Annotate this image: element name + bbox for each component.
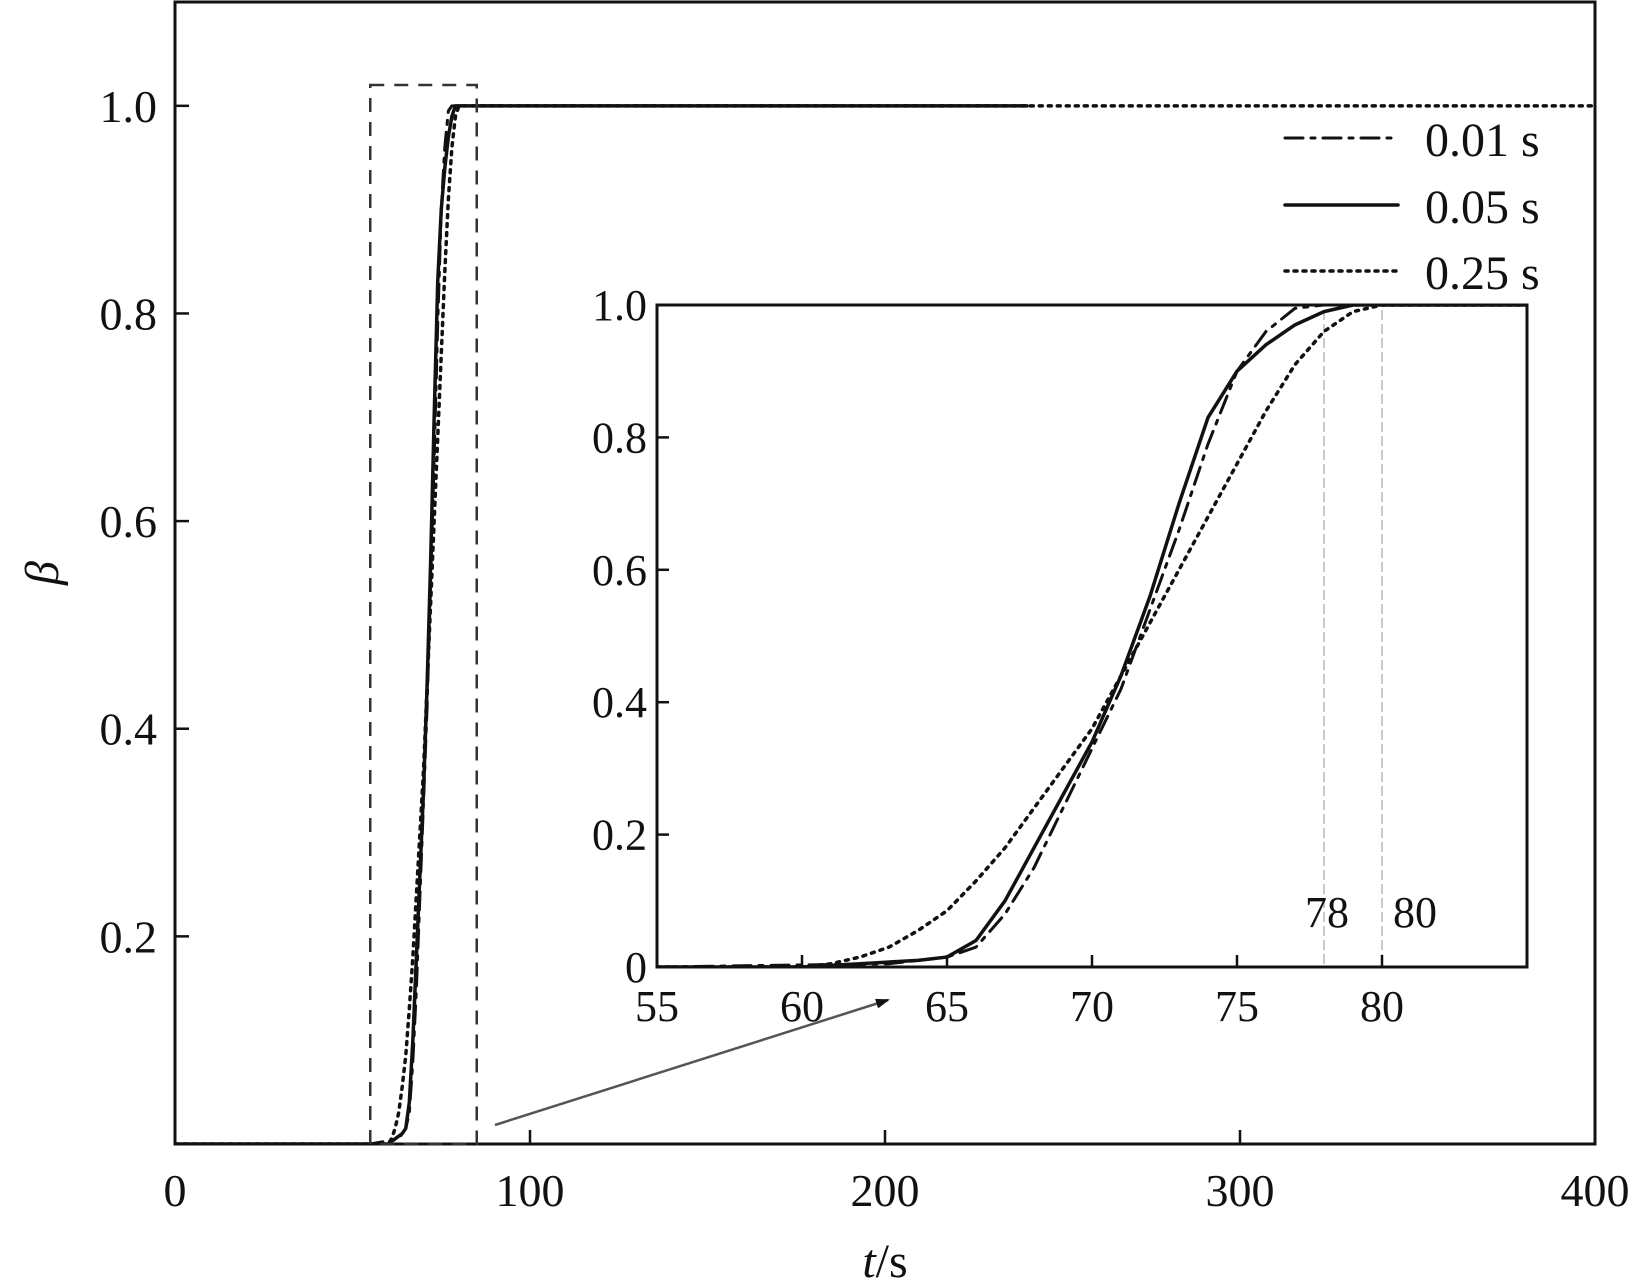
inset-y-ticks: 0 0.2 0.4 0.6 0.8 1.0 xyxy=(592,281,669,992)
main-y-tick-label: 0.2 xyxy=(100,911,158,962)
inset-x-tick-label: 75 xyxy=(1215,982,1259,1031)
legend: 0.01 s 0.05 s 0.25 s xyxy=(1283,114,1540,300)
inset-series-line xyxy=(657,305,1527,967)
inset-annotations: 78 80 xyxy=(1305,310,1437,967)
inset-plot-frame xyxy=(655,303,1529,969)
inset-series xyxy=(657,305,1527,967)
inset-y-tick-label: 0.2 xyxy=(592,811,647,860)
inset-x-tick-label: 65 xyxy=(925,982,969,1031)
main-plot: 0 100 200 300 400 0.2 0.4 0.6 0.8 1.0 β t/s 0.01… xyxy=(16,0,1630,1285)
inset-x-tick-label: 55 xyxy=(635,982,679,1031)
main-x-tick-label: 200 xyxy=(851,1165,920,1216)
main-y-tick-label: 0.4 xyxy=(100,704,158,755)
inset-y-tick-label: 0 xyxy=(625,943,647,992)
inset-x-ticks: 55 60 65 70 75 80 xyxy=(635,955,1404,1031)
x-axis-label: t/s xyxy=(862,1235,907,1285)
legend-label: 0.25 s xyxy=(1425,247,1540,300)
main-series-line xyxy=(175,104,1595,1144)
legend-label: 0.01 s xyxy=(1425,114,1540,167)
inset-x-tick-label: 80 xyxy=(1360,982,1404,1031)
inset-series-line xyxy=(657,305,1527,967)
main-x-tick-label: 100 xyxy=(496,1165,565,1216)
y-axis-label: β xyxy=(16,561,69,586)
main-series-line xyxy=(175,104,1029,1144)
inset-y-tick-label: 0.4 xyxy=(592,678,647,727)
inset-annotation-label: 80 xyxy=(1393,888,1437,937)
inset-y-tick-label: 0.8 xyxy=(592,413,647,462)
zoom-region-box xyxy=(369,83,478,1146)
inset-x-tick-label: 70 xyxy=(1070,982,1114,1031)
main-x-tick-label: 400 xyxy=(1561,1165,1630,1216)
main-y-tick-label: 0.8 xyxy=(100,288,158,339)
main-y-tick-label: 0.6 xyxy=(100,496,158,547)
main-series xyxy=(175,104,1595,1144)
legend-label: 0.05 s xyxy=(1425,181,1540,234)
main-y-tick-label: 1.0 xyxy=(100,81,158,132)
inset-y-tick-label: 1.0 xyxy=(592,281,647,330)
x-axis-label-unit: /s xyxy=(876,1235,908,1285)
main-x-ticks: 0 100 200 300 400 xyxy=(164,1130,1630,1216)
zoom-arrow xyxy=(494,998,890,1127)
inset-series-line xyxy=(657,305,1527,967)
inset-y-tick-label: 0.6 xyxy=(592,546,647,595)
inset-plot: 78 80 55 60 65 70 75 80 00.20.40.60.81.0 xyxy=(592,281,1529,1031)
x-axis-label-symbol: t xyxy=(862,1235,877,1285)
main-x-tick-label: 0 xyxy=(164,1165,187,1216)
inset-x-tick-label: 60 xyxy=(780,982,824,1031)
inset-annotation-label: 78 xyxy=(1305,888,1349,937)
main-x-tick-label: 300 xyxy=(1206,1165,1275,1216)
main-y-ticks: 0.2 0.4 0.6 0.8 1.0 xyxy=(100,81,189,962)
